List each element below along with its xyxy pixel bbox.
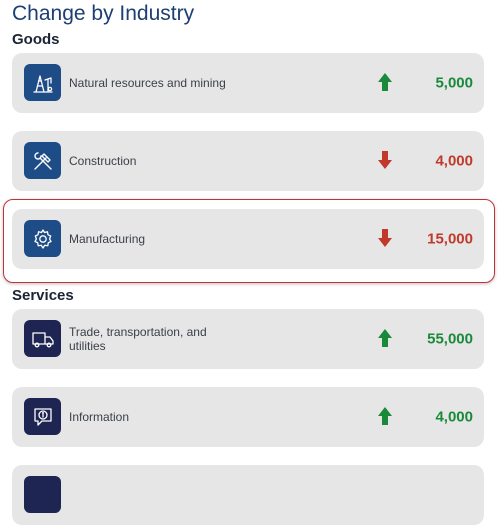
industry-row-construction[interactable]: Construction 4,000 — [12, 131, 484, 191]
industry-row-natural-resources[interactable]: Natural resources and mining 5,000 — [12, 53, 484, 113]
selected-row-highlight — [3, 199, 495, 283]
info-bubble-icon — [24, 398, 61, 435]
oil-rig-icon — [24, 64, 61, 101]
arrow-up-icon — [378, 329, 392, 347]
industry-label: Trade, transportation, and utilities — [69, 325, 207, 353]
arrow-down-icon — [378, 151, 392, 169]
industry-row-information[interactable]: Information 4,000 — [12, 387, 484, 447]
industry-row-partial[interactable] — [12, 465, 484, 525]
section-title-services: Services — [12, 287, 74, 304]
industry-icon — [24, 476, 61, 513]
industry-label: Natural resources and mining — [69, 76, 226, 90]
truck-icon — [24, 320, 61, 357]
industry-value: 4,000 — [435, 408, 473, 426]
tools-icon — [24, 142, 61, 179]
industry-row-manufacturing[interactable]: Manufacturing 15,000 — [12, 209, 484, 269]
page-title: Change by Industry — [12, 2, 195, 25]
gear-icon — [24, 220, 61, 257]
industry-label: Information — [69, 410, 130, 424]
industry-value: 4,000 — [435, 152, 473, 170]
arrow-up-icon — [378, 407, 392, 425]
industry-value: 5,000 — [435, 74, 473, 92]
section-title-goods: Goods — [12, 31, 60, 48]
industry-label: Manufacturing — [69, 232, 146, 246]
industry-row-trade-transportation-utilities[interactable]: Trade, transportation, and utilities 55,… — [12, 309, 484, 369]
arrow-down-icon — [378, 229, 392, 247]
industry-value: 15,000 — [427, 230, 473, 248]
industry-value: 55,000 — [427, 330, 473, 348]
industry-label: Construction — [69, 154, 137, 168]
arrow-up-icon — [378, 73, 392, 91]
